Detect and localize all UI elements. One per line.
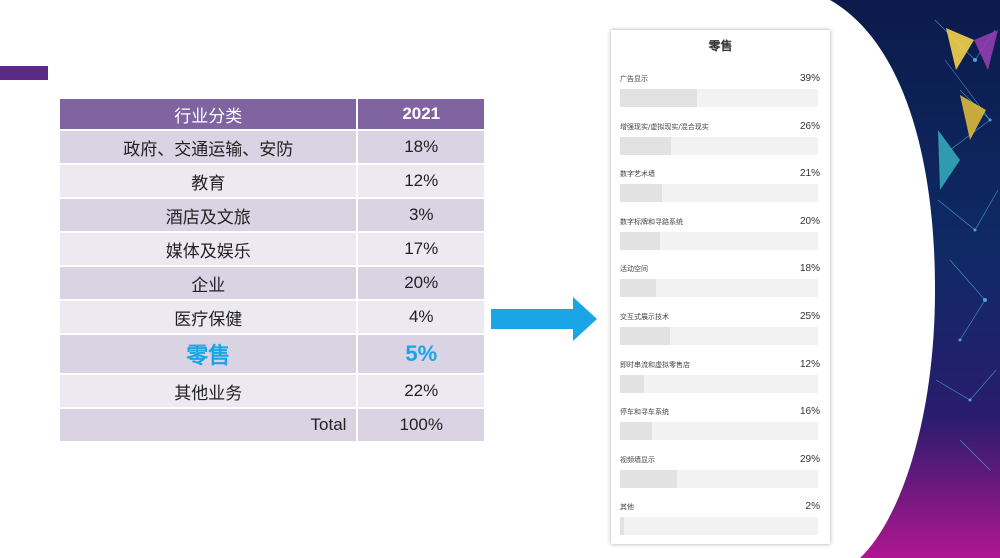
table-row: 医疗保健 4% xyxy=(60,300,484,335)
list-item: 增强现实/虚拟现实/混合现实 26% xyxy=(620,120,820,160)
row-value: 12% xyxy=(357,164,484,199)
table-row: 政府、交通运输、安防 18% xyxy=(60,130,484,165)
item-percent: 21% xyxy=(799,168,820,180)
progress-fill xyxy=(620,89,698,107)
progress-fill xyxy=(620,469,678,488)
progress-track xyxy=(620,469,818,488)
list-item: 停车和寻车系统 16% xyxy=(620,406,820,445)
item-percent: 26% xyxy=(799,120,820,132)
total-value: 100% xyxy=(357,408,484,443)
progress-fill xyxy=(620,279,656,298)
item-label: 视频墙显示 xyxy=(620,455,655,464)
row-value: 4% xyxy=(357,300,484,335)
item-label: 停车和寻车系统 xyxy=(620,408,669,417)
progress-track xyxy=(620,89,818,107)
item-label: 即时串流和虚拟零售店 xyxy=(620,360,690,369)
progress-fill xyxy=(620,374,644,393)
item-percent: 16% xyxy=(799,406,820,418)
progress-fill xyxy=(620,422,652,441)
row-value: 3% xyxy=(357,198,484,233)
item-label: 活动空间 xyxy=(620,265,648,274)
row-value: 5% xyxy=(357,334,484,375)
progress-fill xyxy=(620,231,660,250)
row-value: 22% xyxy=(357,374,484,409)
item-percent: 18% xyxy=(799,263,820,275)
item-label: 数字艺术墙 xyxy=(620,170,655,179)
table-row: 媒体及娱乐 17% xyxy=(60,232,484,267)
table-row: 其他业务 22% xyxy=(60,374,484,409)
item-label: 数字标牌和寻路系统 xyxy=(620,217,683,226)
header-year: 2021 xyxy=(357,99,484,131)
item-label: 交互式展示技术 xyxy=(620,313,669,321)
list-item: 即时串流和虚拟零售店 12% xyxy=(620,358,820,398)
progress-track xyxy=(620,422,818,441)
progress-fill xyxy=(620,327,670,345)
row-category: 医疗保健 xyxy=(60,300,359,335)
progress-fill xyxy=(620,517,624,536)
list-item: 广告显示 39% xyxy=(620,73,820,112)
row-value: 20% xyxy=(357,266,484,301)
row-category: 企业 xyxy=(60,266,359,301)
item-percent: 25% xyxy=(799,311,820,322)
progress-track xyxy=(620,374,818,393)
row-value: 18% xyxy=(357,130,484,165)
row-category: 酒店及文旅 xyxy=(60,198,359,233)
table-row: 企业 20% xyxy=(60,266,484,301)
industry-share-table: 行业分类 2021 政府、交通运输、安防 18% 教育 12% 酒店及文旅 3%… xyxy=(60,99,484,443)
item-label: 其他 xyxy=(620,503,634,512)
item-percent: 39% xyxy=(799,73,820,84)
progress-track xyxy=(620,327,818,345)
item-percent: 12% xyxy=(799,358,820,370)
table-row: 教育 12% xyxy=(60,164,484,199)
row-category: 媒体及娱乐 xyxy=(60,232,359,267)
row-value: 17% xyxy=(357,232,484,267)
item-label: 增强现实/虚拟现实/混合现实 xyxy=(620,122,709,131)
progress-fill xyxy=(620,184,662,203)
list-item: 其他 2% xyxy=(620,501,820,540)
list-item: 交互式展示技术 25% xyxy=(620,311,820,350)
card-title: 零售 xyxy=(708,39,733,53)
right-arrow-icon xyxy=(491,297,597,341)
item-label: 广告显示 xyxy=(620,75,648,83)
progress-track xyxy=(620,279,818,298)
progress-fill xyxy=(620,136,672,155)
row-category: 政府、交通运输、安防 xyxy=(60,130,359,165)
row-category: 其他业务 xyxy=(60,374,359,409)
progress-track xyxy=(620,184,818,203)
row-category: 零售 xyxy=(60,334,359,375)
list-item: 数字标牌和寻路系统 20% xyxy=(620,215,820,255)
row-category: 教育 xyxy=(60,164,359,199)
list-item: 活动空间 18% xyxy=(620,263,820,302)
progress-track xyxy=(620,136,818,155)
list-item: 数字艺术墙 21% xyxy=(620,168,820,207)
progress-track xyxy=(620,517,818,536)
retail-breakdown-card: 零售 广告显示 39% 增强现实/虚拟现实/混合现实 26% 数字艺术墙 21% 数字标牌和… xyxy=(611,30,830,544)
total-label: Total xyxy=(60,408,359,443)
item-percent: 29% xyxy=(799,453,820,465)
table-row-highlighted: 零售 5% xyxy=(60,334,484,375)
accent-bar xyxy=(0,66,48,80)
progress-track xyxy=(620,231,818,250)
item-percent: 20% xyxy=(799,215,820,227)
table-header-row: 行业分类 2021 xyxy=(60,99,484,131)
table-row: 酒店及文旅 3% xyxy=(60,198,484,233)
list-item: 视频墙显示 29% xyxy=(620,453,820,493)
item-percent: 2% xyxy=(805,501,820,513)
header-category: 行业分类 xyxy=(60,99,359,131)
table-total-row: Total 100% xyxy=(60,408,484,443)
